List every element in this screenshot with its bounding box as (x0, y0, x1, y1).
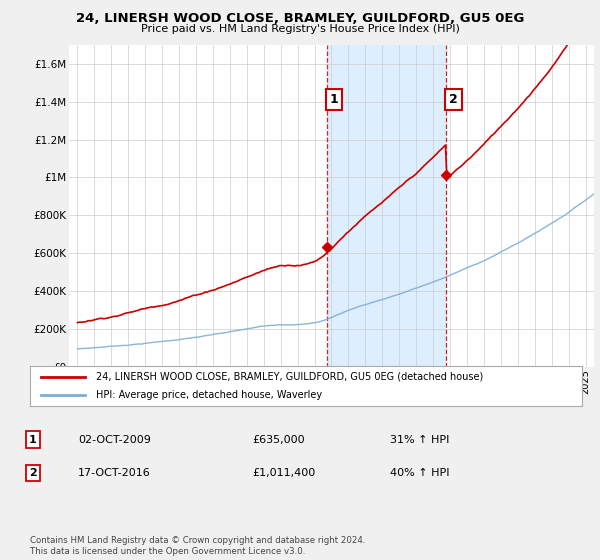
Text: 31% ↑ HPI: 31% ↑ HPI (390, 435, 449, 445)
Text: 24, LINERSH WOOD CLOSE, BRAMLEY, GUILDFORD, GU5 0EG: 24, LINERSH WOOD CLOSE, BRAMLEY, GUILDFO… (76, 12, 524, 25)
Text: 40% ↑ HPI: 40% ↑ HPI (390, 468, 449, 478)
Text: 1: 1 (29, 435, 37, 445)
Text: 17-OCT-2016: 17-OCT-2016 (78, 468, 151, 478)
Text: £635,000: £635,000 (252, 435, 305, 445)
Text: 2: 2 (29, 468, 37, 478)
Text: 24, LINERSH WOOD CLOSE, BRAMLEY, GUILDFORD, GU5 0EG (detached house): 24, LINERSH WOOD CLOSE, BRAMLEY, GUILDFO… (96, 372, 484, 382)
Text: Price paid vs. HM Land Registry's House Price Index (HPI): Price paid vs. HM Land Registry's House … (140, 24, 460, 34)
Text: Contains HM Land Registry data © Crown copyright and database right 2024.
This d: Contains HM Land Registry data © Crown c… (30, 536, 365, 556)
Text: £1,011,400: £1,011,400 (252, 468, 315, 478)
Text: HPI: Average price, detached house, Waverley: HPI: Average price, detached house, Wave… (96, 390, 322, 400)
Text: 1: 1 (330, 93, 338, 106)
Text: 2: 2 (449, 93, 458, 106)
Text: 02-OCT-2009: 02-OCT-2009 (78, 435, 151, 445)
